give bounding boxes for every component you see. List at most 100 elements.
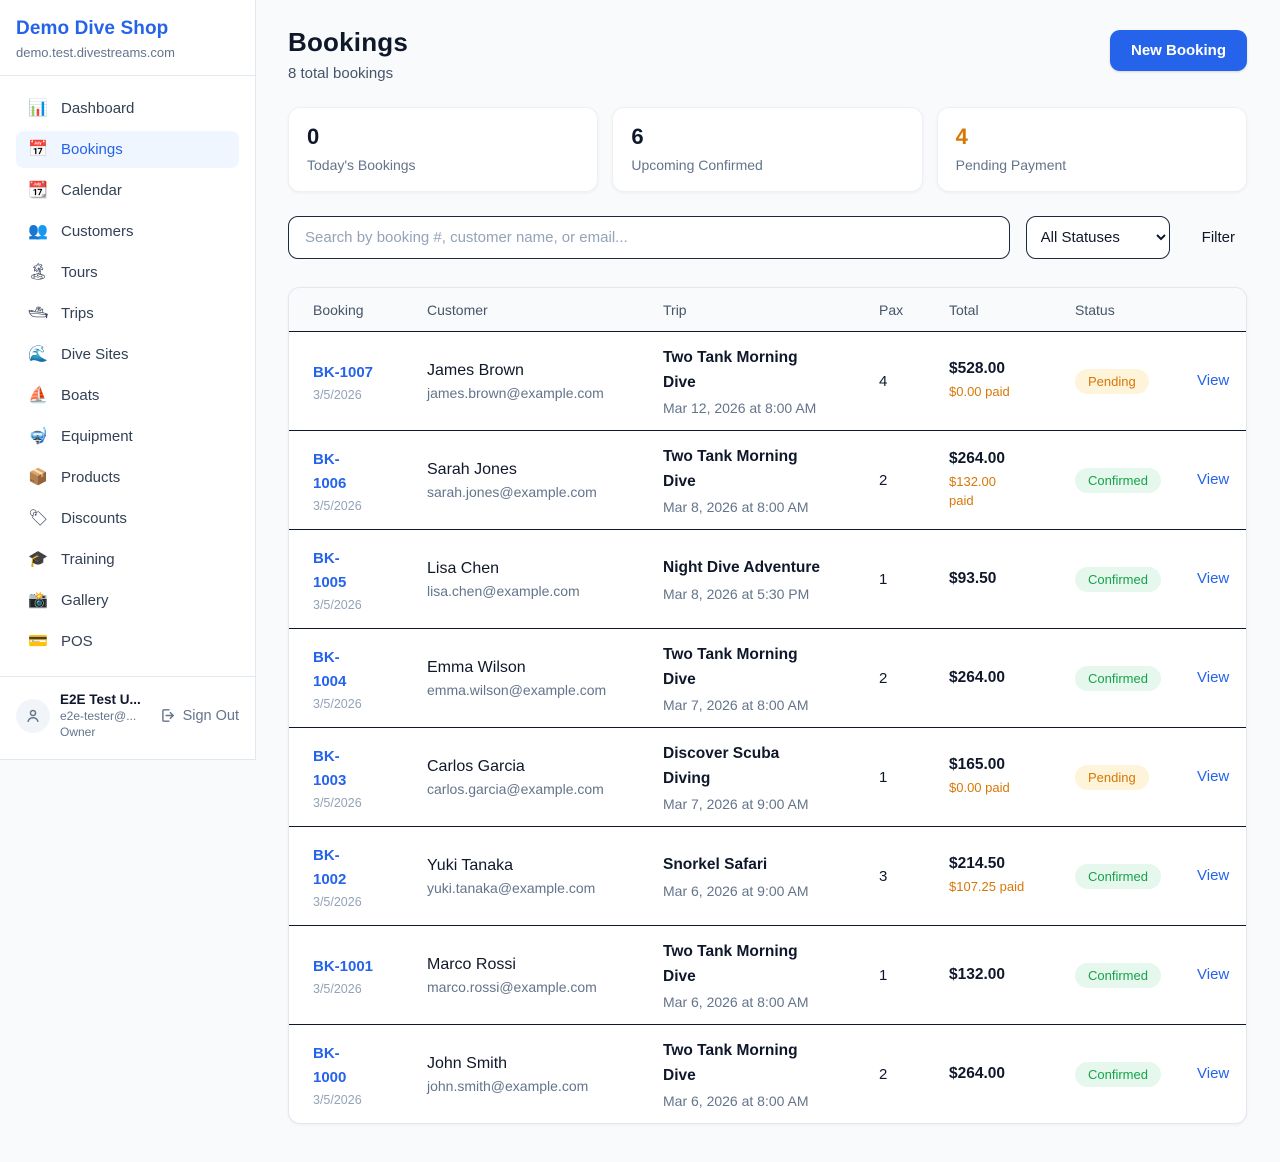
user-email: e2e-tester@... bbox=[60, 709, 137, 723]
status-badge: Confirmed bbox=[1075, 467, 1161, 493]
booking-id-link[interactable]: BK-1007 bbox=[313, 363, 374, 381]
customer-name: Sarah Jones bbox=[427, 460, 517, 478]
sidebar-item-tours[interactable]: 🏝 Tours bbox=[16, 254, 239, 291]
sidebar: Demo Dive Shop demo.test.divestreams.com… bbox=[0, 0, 256, 760]
booking-id-link[interactable]: BK- 1000 bbox=[313, 1044, 347, 1086]
table-row: BK- 1003 3/5/2026 Carlos Garcia carlos.g… bbox=[289, 727, 1246, 826]
sidebar-item-dashboard[interactable]: 📊 Dashboard bbox=[16, 90, 239, 127]
trip-name: Two Tank Morning Dive bbox=[663, 943, 798, 985]
sidebar-item-products[interactable]: 📦 Products bbox=[16, 459, 239, 496]
booking-id-link[interactable]: BK-1001 bbox=[313, 957, 374, 975]
sidebar-item-boats[interactable]: ⛵ Boats bbox=[16, 377, 239, 414]
customer-name: James Brown bbox=[427, 361, 524, 379]
total-amount: $264.00 bbox=[949, 669, 1006, 686]
filter-button[interactable]: Filter bbox=[1190, 229, 1247, 246]
pax-count: 2 bbox=[879, 669, 888, 687]
total-amount: $165.00 bbox=[949, 756, 1006, 774]
stat-label: Upcoming Confirmed bbox=[631, 157, 763, 173]
trip-datetime: Mar 8, 2026 at 5:30 PM bbox=[663, 585, 810, 602]
sidebar-item-dive-sites[interactable]: 🌊 Dive Sites bbox=[16, 336, 239, 373]
booking-id-link[interactable]: BK- 1002 bbox=[313, 846, 347, 888]
view-link[interactable]: View bbox=[1197, 966, 1230, 983]
user-role: Owner bbox=[60, 725, 96, 739]
column-header-status: Status bbox=[1075, 301, 1115, 318]
booking-id-link[interactable]: BK- 1005 bbox=[313, 549, 347, 591]
column-header-trip: Trip bbox=[663, 301, 687, 318]
pos-icon: 💳 bbox=[28, 632, 48, 650]
bookings-table: Booking Customer Trip Pax Total Status BK-100… bbox=[288, 287, 1247, 1124]
customer-email: carlos.garcia@example.com bbox=[427, 780, 604, 797]
column-header-booking: Booking bbox=[313, 301, 364, 318]
sidebar-item-discounts[interactable]: 🏷 Discounts bbox=[16, 500, 239, 537]
customer-email: lisa.chen@example.com bbox=[427, 582, 580, 599]
customer-name: Lisa Chen bbox=[427, 559, 500, 577]
status-filter-select[interactable]: All Statuses bbox=[1025, 216, 1170, 259]
total-amount: $528.00 bbox=[949, 360, 1006, 378]
equipment-icon: 🤿 bbox=[28, 427, 48, 445]
table-row: BK-1001 3/5/2026 Marco Rossi marco.rossi… bbox=[289, 925, 1246, 1024]
booking-id-link[interactable]: BK- 1003 bbox=[313, 747, 347, 789]
table-row: BK-1007 3/5/2026 James Brown james.brown… bbox=[289, 331, 1246, 430]
sidebar-item-equipment[interactable]: 🤿 Equipment bbox=[16, 418, 239, 455]
stat-card-pending-payment: 4 Pending Payment bbox=[936, 107, 1247, 192]
user-icon bbox=[27, 709, 39, 722]
stat-label: Today's Bookings bbox=[307, 157, 416, 173]
stats-row: 0 Today's Bookings 6 Upcoming Confirmed … bbox=[288, 107, 1247, 192]
sidebar-item-label: Equipment bbox=[61, 428, 133, 445]
table-body: BK-1007 3/5/2026 James Brown james.brown… bbox=[289, 331, 1246, 1123]
status-badge: Confirmed bbox=[1075, 566, 1161, 592]
view-link[interactable]: View bbox=[1197, 570, 1230, 587]
table-row: BK- 1004 3/5/2026 Emma Wilson emma.wilso… bbox=[289, 628, 1246, 727]
pax-count: 2 bbox=[879, 471, 888, 489]
booking-date: 3/5/2026 bbox=[313, 1092, 362, 1107]
stat-label: Pending Payment bbox=[955, 157, 1067, 173]
page-title: Bookings bbox=[288, 27, 409, 57]
view-link[interactable]: View bbox=[1197, 471, 1230, 488]
status-badge: Confirmed bbox=[1075, 1061, 1161, 1087]
sidebar-item-customers[interactable]: 👥 Customers bbox=[16, 213, 239, 250]
new-booking-button[interactable]: New Booking bbox=[1109, 30, 1247, 71]
pax-count: 1 bbox=[879, 768, 888, 786]
tours-icon: 🏝 bbox=[28, 263, 49, 281]
sign-out-button[interactable]: Sign Out bbox=[159, 707, 239, 724]
calendar-icon: 📆 bbox=[28, 181, 48, 199]
column-header-total: Total bbox=[949, 301, 979, 318]
search-input[interactable] bbox=[288, 216, 1010, 259]
sidebar-item-calendar[interactable]: 📆 Calendar bbox=[16, 172, 239, 209]
sidebar-item-training[interactable]: 🎓 Training bbox=[16, 541, 239, 578]
status-badge: Confirmed bbox=[1075, 665, 1161, 691]
table-row: BK- 1000 3/5/2026 John Smith john.smith@… bbox=[289, 1024, 1246, 1123]
sidebar-item-trips[interactable]: 🛥 Trips bbox=[16, 295, 239, 332]
sidebar-header: Demo Dive Shop demo.test.divestreams.com bbox=[0, 0, 255, 76]
paid-amount: $0.00 paid bbox=[949, 780, 1010, 796]
sidebar-item-bookings[interactable]: 📅 Bookings bbox=[16, 131, 239, 168]
trip-name: Snorkel Safari bbox=[663, 856, 768, 874]
status-badge: Pending bbox=[1075, 764, 1149, 790]
view-link[interactable]: View bbox=[1197, 1065, 1230, 1082]
sidebar-item-label: Dive Sites bbox=[61, 346, 129, 363]
customer-name: Emma Wilson bbox=[427, 658, 526, 676]
shop-domain: demo.test.divestreams.com bbox=[16, 45, 175, 60]
sidebar-item-label: Calendar bbox=[61, 182, 122, 199]
bookings-icon: 📅 bbox=[28, 140, 48, 158]
paid-amount: $132.00 paid bbox=[949, 473, 996, 508]
booking-id-link[interactable]: BK- 1006 bbox=[313, 450, 347, 492]
trip-name: Two Tank Morning Dive bbox=[663, 349, 798, 391]
table-row: BK- 1002 3/5/2026 Yuki Tanaka yuki.tanak… bbox=[289, 826, 1246, 925]
view-link[interactable]: View bbox=[1197, 372, 1230, 389]
trip-name: Two Tank Morning Dive bbox=[663, 646, 798, 688]
booking-date: 3/5/2026 bbox=[313, 387, 362, 402]
products-icon: 📦 bbox=[28, 468, 48, 486]
view-link[interactable]: View bbox=[1197, 768, 1230, 785]
total-amount: $93.50 bbox=[949, 570, 997, 587]
view-link[interactable]: View bbox=[1197, 669, 1230, 686]
sidebar-item-gallery[interactable]: 📸 Gallery bbox=[16, 582, 239, 619]
booking-id-link[interactable]: BK- 1004 bbox=[313, 648, 347, 690]
pax-count: 2 bbox=[879, 1065, 888, 1083]
stat-value: 0 bbox=[307, 124, 320, 149]
view-link[interactable]: View bbox=[1197, 867, 1230, 884]
status-badge: Confirmed bbox=[1075, 962, 1161, 988]
sidebar-item-pos[interactable]: 💳 POS bbox=[16, 623, 239, 660]
status-badge: Confirmed bbox=[1075, 863, 1161, 889]
sidebar-item-label: Dashboard bbox=[61, 100, 135, 117]
